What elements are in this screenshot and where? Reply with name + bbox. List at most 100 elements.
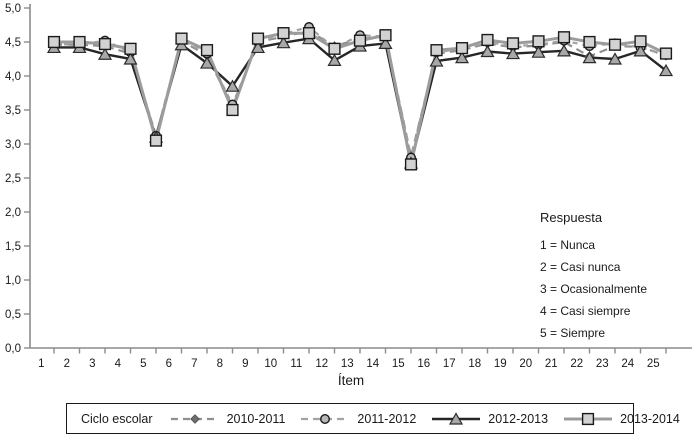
axes: 0,00,51,01,52,02,53,03,54,04,55,01 2 3 4 5 6 7… (5, 3, 692, 370)
x-tick-label: 19 (494, 358, 507, 370)
markers-2012-2013 (46, 31, 674, 169)
square-marker-icon (659, 47, 673, 60)
square-marker-icon (200, 44, 214, 57)
x-tick-label: 1 (38, 358, 44, 370)
x-tick-label: 24 (621, 358, 634, 370)
triangle-marker-icon (582, 50, 597, 64)
x-tick-label: 15 (392, 358, 405, 370)
x-tick-label: 5 (140, 358, 146, 370)
legend-label: 2011-2012 (357, 411, 417, 426)
triangle-marker-icon (327, 53, 342, 66)
triangle-marker-icon (429, 54, 444, 67)
annotation-line-3: 3 = Ocasionalmente (540, 282, 648, 296)
legend-marker (320, 413, 331, 424)
triangle-marker-icon (556, 44, 572, 57)
triangle-marker-icon (97, 47, 113, 60)
legend-sample-line-icon (170, 413, 219, 424)
triangle-marker-icon (225, 79, 240, 92)
legend-label: 2012-2013 (488, 411, 549, 426)
square-marker-icon (98, 37, 112, 51)
triangle-marker-icon (658, 63, 674, 77)
y-tick-label: 0,5 (5, 309, 21, 321)
square-marker-icon (251, 32, 265, 45)
square-marker-icon (506, 37, 520, 50)
x-tick-label: 12 (315, 358, 328, 370)
circle-marker-icon (320, 413, 331, 424)
x-tick-label: 7 (191, 358, 197, 370)
triangle-marker-icon (531, 45, 546, 58)
legend-item-2011-2012: 2011-2012 (299, 412, 416, 426)
x-tick-label: 18 (468, 358, 481, 370)
annotation-line-1: 1 = Nunca (540, 238, 596, 252)
response-scale-annotation: Respuesta 1 = Nunca 2 = Casi nunca 3 = O… (540, 210, 647, 344)
square-marker-icon (226, 103, 239, 117)
y-tick-label: 3,5 (5, 105, 21, 117)
annotation-line-2: 2 = Casi nunca (540, 260, 621, 274)
triangle-marker-icon (505, 46, 521, 60)
y-tick-label: 1,0 (5, 275, 21, 287)
square-marker-icon (581, 412, 595, 425)
x-tick-label: 10 (264, 358, 277, 370)
x-tick-label: 17 (443, 358, 456, 370)
x-tick-label: 2 (64, 358, 70, 370)
square-marker-icon (328, 42, 341, 55)
x-tick-label: 3 (89, 358, 95, 370)
square-marker-icon (583, 35, 596, 49)
triangle-marker-icon (480, 44, 495, 58)
series-markers (46, 22, 674, 171)
annotation-line-5: 5 = Siempre (540, 326, 606, 340)
square-marker-icon (379, 29, 392, 42)
diamond-marker-icon (189, 413, 200, 424)
triangle-marker-icon (378, 36, 393, 49)
y-tick-label: 1,5 (5, 241, 21, 253)
x-tick-label: 16 (417, 358, 430, 370)
legend: Ciclo escolar 2010-2011 2011-2012 2012-2… (66, 403, 680, 434)
x-tick-label: 11 (290, 358, 302, 370)
square-marker-icon (634, 35, 647, 48)
legend-item-2013-2014: 2013-2014 (562, 412, 680, 426)
x-tick-label: 25 (647, 358, 660, 370)
legend-marker (189, 413, 200, 424)
x-tick-label: 8 (217, 358, 223, 370)
square-marker-icon (430, 44, 443, 57)
legend-label: 2013-2014 (620, 411, 680, 426)
triangle-marker-icon (449, 411, 464, 425)
y-tick-label: 2,0 (5, 207, 21, 219)
legend-label: 2010-2011 (226, 411, 286, 426)
y-tick-label: 0,0 (5, 343, 21, 355)
legend-marker (581, 412, 595, 425)
legend-item-2010-2011: 2010-2011 (169, 411, 286, 426)
markers-2013-2014 (47, 27, 673, 171)
x-tick-label: 13 (341, 358, 354, 370)
x-tick-label: 14 (366, 358, 379, 370)
legend-marker (449, 411, 464, 425)
legend-sample-line-icon (432, 411, 481, 425)
square-marker-icon (608, 38, 622, 51)
y-tick-label: 4,0 (5, 71, 21, 83)
legend-sample-line-icon (564, 412, 613, 425)
triangle-marker-icon (199, 56, 215, 69)
legend-title: Ciclo escolar (81, 411, 153, 426)
x-tick-label: 22 (570, 358, 583, 370)
y-tick-label: 2,5 (5, 173, 21, 185)
triangle-marker-icon (607, 52, 623, 65)
x-tick-label: 21 (545, 358, 558, 370)
square-marker-icon (124, 42, 137, 55)
square-marker-icon (175, 32, 188, 45)
annotation-title: Respuesta (540, 210, 603, 225)
annotation-line-4: 4 = Casi siempre (540, 304, 631, 318)
square-marker-icon (404, 158, 418, 171)
x-tick-label: 6 (166, 358, 172, 370)
x-tick-label: 23 (596, 358, 609, 370)
x-axis-title: Ítem (338, 373, 364, 388)
triangle-marker-icon (123, 52, 138, 65)
square-marker-icon (481, 33, 494, 47)
legend-sample-line-icon (301, 413, 350, 424)
triangle-marker-icon (633, 44, 648, 57)
square-marker-icon (353, 34, 367, 47)
square-marker-icon (557, 31, 571, 44)
square-marker-icon (73, 35, 86, 49)
triangle-marker-icon (250, 40, 266, 54)
